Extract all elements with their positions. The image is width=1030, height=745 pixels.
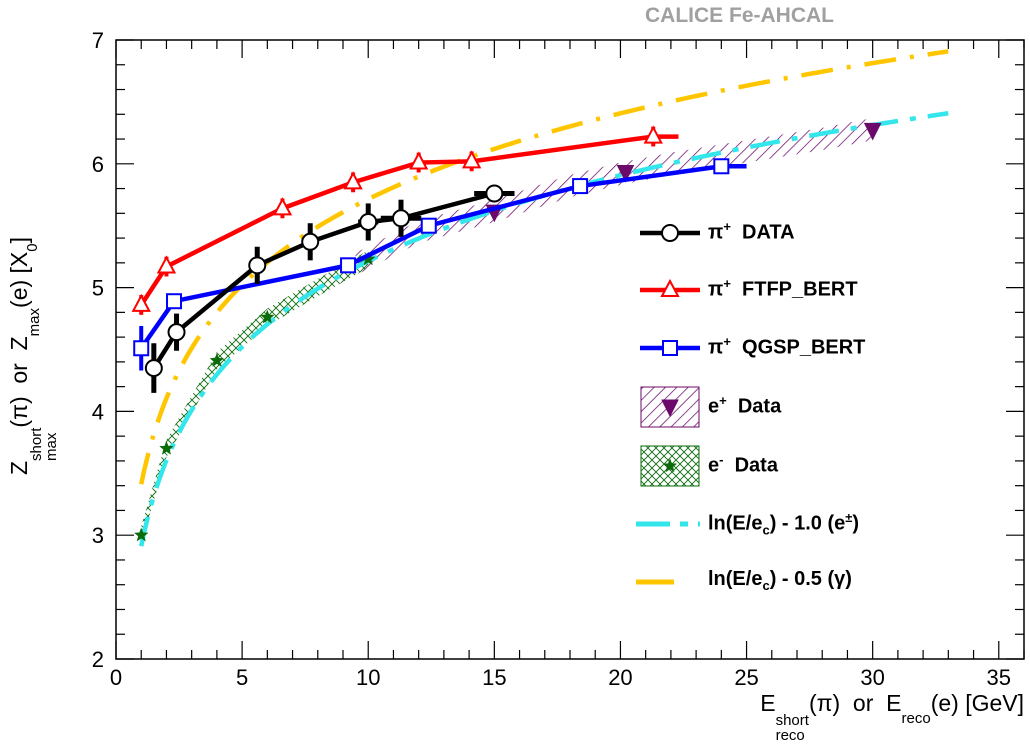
pion-data-marker bbox=[301, 232, 320, 251]
ftfp-line bbox=[139, 134, 679, 307]
qgsp-marker bbox=[166, 293, 183, 310]
legend-qgsp-marker bbox=[662, 340, 678, 356]
e-plus-marker bbox=[863, 122, 882, 141]
legend-entry-theory-gamma: ln(E/ec) - 0.5 (γ) bbox=[708, 568, 852, 593]
e-minus-marker bbox=[133, 527, 149, 542]
pion-data-marker bbox=[248, 256, 267, 275]
pion-data-marker bbox=[359, 212, 378, 231]
y-tick-label: 7 bbox=[92, 28, 104, 53]
legend-entry-pi-qgsp: π+ QGSP_BERT bbox=[708, 334, 866, 359]
y-tick-label: 4 bbox=[92, 399, 104, 424]
legend-entry-pi-ftfp: π+ FTFP_BERT bbox=[708, 276, 858, 301]
y-tick-label: 2 bbox=[92, 647, 104, 672]
ftfp-marker bbox=[131, 293, 151, 312]
legend-e-minus-marker bbox=[662, 458, 678, 473]
qgsp-marker bbox=[133, 340, 150, 357]
y-tick-label: 5 bbox=[92, 276, 104, 301]
e-minus-marker bbox=[159, 440, 174, 455]
legend-entry-pi-data: π+ DATA bbox=[708, 219, 795, 244]
ftfp-marker bbox=[461, 150, 482, 169]
legend-entry-theory-e: ln(E/ec) - 1.0 (e±) bbox=[708, 510, 860, 538]
x-tick-label: 20 bbox=[608, 665, 632, 690]
legend bbox=[636, 224, 700, 585]
pion-data-marker bbox=[167, 323, 186, 342]
pion-data-marker bbox=[485, 184, 504, 203]
x-tick-label: 0 bbox=[110, 665, 122, 690]
x-tick-label: 35 bbox=[987, 665, 1011, 690]
qgsp-marker bbox=[713, 158, 730, 175]
plot-area bbox=[131, 49, 949, 547]
plot-frame bbox=[115, 39, 1025, 660]
theory-e-line bbox=[138, 110, 949, 547]
legend-e-plus-marker bbox=[661, 399, 679, 418]
legend-entry-e-minus: e- Data bbox=[708, 452, 778, 477]
e-minus-band bbox=[141, 250, 369, 544]
x-tick-label: 10 bbox=[356, 665, 380, 690]
y-tick-label: 6 bbox=[92, 152, 104, 177]
qgsp-line bbox=[139, 164, 747, 350]
ftfp-marker bbox=[272, 197, 293, 216]
y-tick-label: 3 bbox=[92, 523, 104, 548]
x-tick-label: 5 bbox=[236, 665, 248, 690]
qgsp-marker bbox=[340, 257, 357, 274]
ftfp-marker bbox=[156, 255, 177, 274]
x-tick-label: 25 bbox=[734, 665, 758, 690]
ftfp-marker bbox=[643, 125, 663, 144]
x-tick-label: 30 bbox=[860, 665, 884, 690]
chart-title: CALICE Fe-AHCAL bbox=[645, 4, 834, 27]
axes: 0 5 10 15 20 25 30 35 2 3 4 5 6 7 bbox=[92, 28, 1025, 690]
x-tick-label: 15 bbox=[482, 665, 506, 690]
ftfp-marker bbox=[408, 151, 429, 170]
e-minus-marker bbox=[260, 309, 275, 324]
ftfp-marker bbox=[343, 171, 363, 190]
e-plus-band bbox=[355, 117, 873, 276]
qgsp-marker bbox=[572, 178, 589, 195]
legend-entry-e-plus: e+ Data bbox=[708, 393, 782, 418]
legend-ftfp-marker bbox=[660, 278, 680, 297]
pion-data-marker bbox=[144, 359, 163, 378]
pion-data-marker bbox=[392, 209, 411, 228]
e-plus-marker bbox=[616, 164, 635, 183]
qgsp-marker bbox=[420, 217, 437, 234]
legend-pion-data-marker bbox=[661, 224, 679, 242]
e-minus-marker bbox=[209, 352, 225, 367]
